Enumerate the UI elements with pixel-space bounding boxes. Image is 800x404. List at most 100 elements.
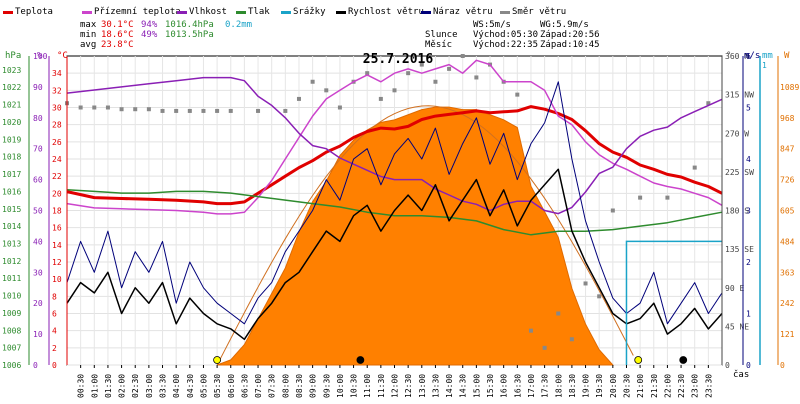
wind-direction-point: [365, 71, 370, 76]
x-axis-label: čas: [733, 369, 749, 380]
temp-tick-label: 16: [52, 224, 62, 233]
temp-tick-label: 12: [52, 258, 62, 267]
x-tick-label: 14:00: [445, 374, 454, 398]
moon-label: Měsíc: [425, 40, 452, 50]
x-tick-label: 06:30: [240, 374, 249, 398]
rain-line: [625, 240, 722, 365]
legend: Teplota Přízemní teplota Vlhkost Tlak Sr…: [3, 7, 566, 17]
solar-clear-sky-line: [216, 105, 634, 366]
hpa-tick-label: 1015: [2, 205, 21, 214]
x-tick-label: 12:00: [391, 374, 400, 398]
stats-max-pres: 1016.4hPa: [165, 20, 214, 30]
hpa-tick-label: 1012: [2, 257, 21, 266]
wind-direction-point: [215, 108, 220, 113]
wind-wg: WG:5.9m/s: [540, 20, 589, 30]
w-tick-label: 726: [780, 176, 795, 185]
w-tick-label: 242: [780, 299, 795, 308]
stats-max-rain: 0.2mm: [225, 20, 252, 30]
x-tick-label: 00:30: [77, 374, 86, 398]
wind-direction-point: [515, 92, 520, 97]
wind-ws: WS:5m/s: [473, 20, 511, 30]
wind-direction-point: [447, 66, 452, 71]
ms-tick-label: 5: [746, 104, 751, 113]
sun-label: Slunce: [425, 30, 458, 40]
temp-tick-label: 34: [52, 69, 62, 78]
mm-tick-label: 1: [762, 61, 767, 70]
line-series: [65, 54, 723, 365]
ms-tick-label: 0: [746, 361, 751, 370]
wind-direction-point: [201, 108, 206, 113]
wind-direction-point: [324, 88, 329, 93]
pct-tick-label: 30: [33, 268, 43, 277]
wind-direction-point: [474, 75, 479, 80]
legend-label-teplota: Teplota: [15, 7, 53, 17]
x-tick-label: 07:00: [254, 374, 263, 398]
sunrise-text: Východ:05:30: [473, 30, 538, 40]
info-block: WS:5m/s WG:5.9m/s Slunce Východ:05:30 Zá…: [425, 20, 600, 50]
temp-tick-label: 2: [52, 344, 57, 353]
ms-tick-label: 3: [746, 207, 751, 216]
temp-tick-label: 4: [52, 327, 57, 336]
temp-tick-label: 10: [52, 275, 62, 284]
humidity-line: [66, 76, 723, 215]
wind-direction-point: [392, 88, 397, 93]
legend-label-naraz: Náraz větru: [433, 7, 493, 17]
x-tick-label: 05:30: [213, 374, 222, 398]
x-tick-label: 20:00: [609, 374, 618, 398]
wind-direction-point: [256, 108, 261, 113]
wind-direction-point: [528, 328, 533, 333]
legend-swatch-srazky: [281, 11, 291, 14]
x-tick-label: 15:30: [486, 374, 495, 398]
wind-direction-point: [174, 108, 179, 113]
wind-direction-point: [160, 108, 165, 113]
x-tick-label: 10:30: [350, 374, 359, 398]
hpa-tick-label: 1006: [2, 361, 21, 370]
pct-tick-label: 70: [33, 145, 43, 154]
x-tick-label: 21:30: [650, 374, 659, 398]
legend-label-smer: Směr větru: [512, 7, 566, 17]
hpa-tick-label: 1020: [2, 118, 21, 127]
wind-direction-point: [692, 165, 697, 170]
legend-label-prizemni: Přízemní teplota: [94, 7, 181, 17]
pct-tick-label: 90: [33, 83, 43, 92]
stats-min-label: min: [80, 30, 96, 40]
legend-swatch-vlhkost: [177, 11, 187, 14]
stats-block: max 30.1°C 94% 1016.4hPa 0.2mm min 18.6°…: [80, 20, 252, 50]
hpa-tick-label: 1021: [2, 101, 21, 110]
dir-tick-label: 180 S: [725, 207, 749, 216]
x-tick-label: 04:00: [172, 374, 181, 398]
stats-avg-label: avg: [80, 40, 96, 50]
stats-min-temp: 18.6°C: [101, 30, 134, 40]
wind-direction-point: [283, 108, 288, 113]
wind-direction-point: [337, 105, 342, 110]
sunrise-marker: [213, 356, 222, 364]
ms-tick-label: 2: [746, 258, 751, 267]
hpa-tick-label: 1016: [2, 187, 21, 196]
wind-direction-point: [706, 101, 711, 106]
x-tick-label: 13:00: [418, 374, 427, 398]
x-tick-label: 07:30: [268, 374, 277, 398]
temp-tick-label: 0: [52, 361, 57, 370]
solar-area: [216, 106, 614, 366]
x-tick-label: 04:30: [186, 374, 195, 398]
stats-max-hum: 94%: [141, 20, 158, 30]
moonrise-marker: [679, 356, 688, 364]
ms-tick-label: 4: [746, 155, 751, 164]
pct-tick-label: 80: [33, 114, 43, 123]
x-tick-label: 18:30: [568, 374, 577, 398]
sunset-marker: [634, 356, 643, 364]
x-tick-label: 02:30: [131, 374, 140, 398]
x-tick-label: 19:00: [582, 374, 591, 398]
x-tick-label: 09:30: [322, 374, 331, 398]
x-tick-label: 05:00: [199, 374, 208, 398]
x-tick-label: 17:30: [541, 374, 550, 398]
w-tick-label: 847: [780, 145, 795, 154]
wind-direction-point: [569, 337, 574, 342]
dir-axis-unit: °: [726, 51, 731, 61]
x-tick-label: 23:30: [704, 374, 713, 398]
dir-tick-label: 315 NW: [725, 91, 754, 100]
temp-tick-label: 22: [52, 172, 62, 181]
moonset-text: Západ:10:45: [540, 40, 600, 50]
mm-axis-unit: mm: [762, 51, 773, 61]
hpa-tick-label: 1017: [2, 170, 21, 179]
